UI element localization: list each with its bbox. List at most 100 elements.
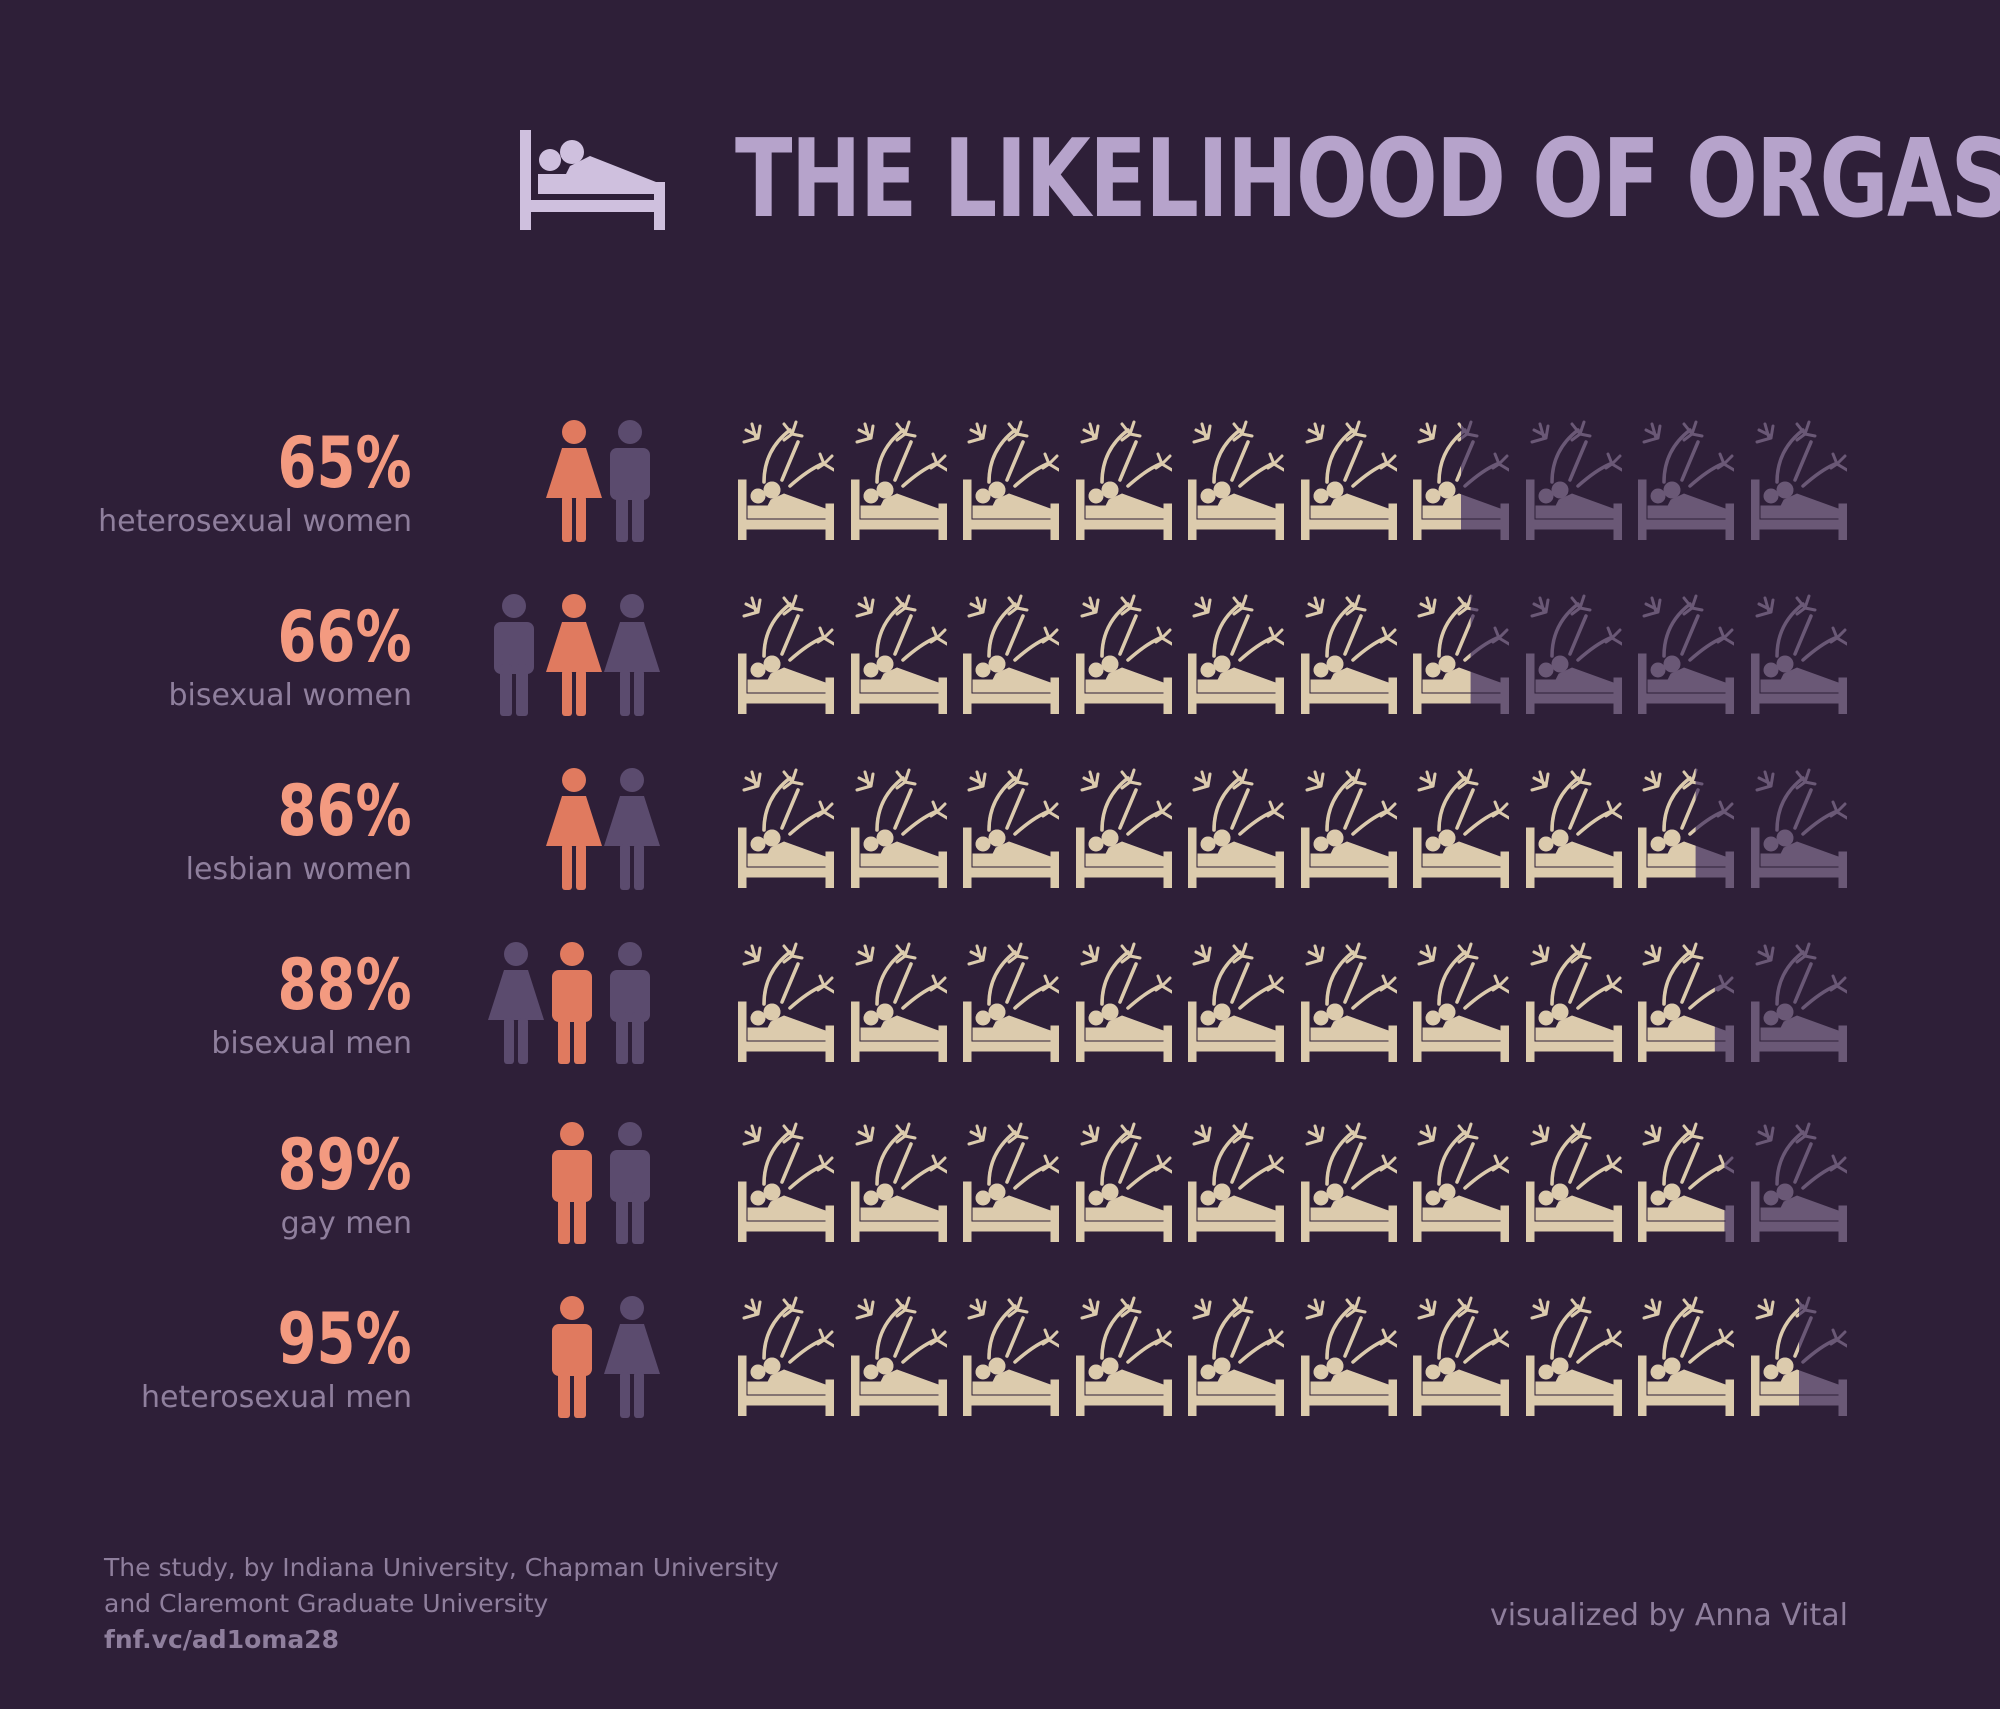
bed-icon <box>738 1122 834 1242</box>
bed-icon <box>1750 768 1847 888</box>
bed-icon <box>1188 1122 1284 1242</box>
bed-icon <box>1075 1296 1172 1416</box>
row-label: 65% heterosexual women <box>98 428 412 539</box>
bed-icon <box>1638 1122 1734 1242</box>
bed-icon <box>738 594 834 714</box>
group-label: heterosexual women <box>98 504 412 539</box>
bed-icon <box>1750 1122 1847 1242</box>
bed-icon <box>1300 594 1397 714</box>
group-label: gay men <box>280 1206 412 1241</box>
bed-icon <box>738 768 834 888</box>
group-label: lesbian women <box>185 852 412 887</box>
bed-icon <box>1188 942 1284 1062</box>
title-block: THE LIKELIHOOD OF ORGASM <box>520 110 2000 250</box>
bed-icon <box>738 420 834 540</box>
source-line-2: and Claremont Graduate University <box>104 1589 549 1618</box>
man-icon <box>552 942 592 1064</box>
bed-icon <box>850 768 947 888</box>
bed-icon <box>1525 420 1622 540</box>
bed-icon <box>1638 768 1734 888</box>
bed-icon <box>1638 1296 1734 1416</box>
bed-icon <box>1075 942 1172 1062</box>
bed-icon <box>963 594 1059 714</box>
bed-icon <box>1413 942 1509 1062</box>
bed-icon <box>1750 594 1847 714</box>
percent-label: 88% <box>277 944 412 1026</box>
bed-icon <box>1188 1296 1284 1416</box>
man-icon <box>610 1122 650 1244</box>
bed-icon <box>850 942 947 1062</box>
bed-icon <box>1075 1122 1172 1242</box>
bed-icon <box>850 594 947 714</box>
woman-icon <box>604 594 660 716</box>
bed-icon <box>1300 1122 1397 1242</box>
source-line-1: The study, by Indiana University, Chapma… <box>104 1553 779 1582</box>
group-label: bisexual women <box>168 678 412 713</box>
bed-icon <box>1300 420 1397 540</box>
credit: visualized by Anna Vital <box>1489 1598 1848 1633</box>
man-icon <box>552 1122 592 1244</box>
bed-icon <box>1413 594 1509 714</box>
bed-icon <box>1413 1122 1509 1242</box>
bed-icon <box>1638 420 1734 540</box>
percent-label: 86% <box>277 770 412 852</box>
man-icon <box>610 420 650 542</box>
bed-icon <box>850 1122 947 1242</box>
page-title: THE LIKELIHOOD OF ORGASM <box>735 117 2000 242</box>
bed-icon <box>1300 942 1397 1062</box>
woman-icon <box>604 1296 660 1418</box>
bed-icon <box>738 1296 834 1416</box>
bed-icon <box>1413 768 1509 888</box>
man-icon <box>494 594 534 716</box>
row-label: 95% heterosexual men <box>141 1304 412 1415</box>
bed-icon <box>1750 942 1847 1062</box>
woman-icon <box>546 420 602 542</box>
woman-icon <box>488 942 544 1064</box>
bed-icon <box>738 942 834 1062</box>
source-note: The study, by Indiana University, Chapma… <box>104 1550 779 1658</box>
bed-icon <box>1750 1296 1847 1416</box>
bed-icon <box>1525 1296 1622 1416</box>
bed-icon <box>1075 768 1172 888</box>
percent-label: 95% <box>277 1298 412 1380</box>
woman-icon <box>546 594 602 716</box>
group-label: heterosexual men <box>141 1380 412 1415</box>
bed-icon <box>963 768 1059 888</box>
row-label: 89% gay men <box>244 1130 412 1241</box>
percent-label: 66% <box>277 596 412 678</box>
bed-icon <box>520 130 665 230</box>
bed-icon <box>1075 594 1172 714</box>
bed-icon <box>963 1296 1059 1416</box>
bed-icon <box>1525 942 1622 1062</box>
bed-icon <box>1750 420 1847 540</box>
bed-icon <box>1413 1296 1509 1416</box>
bed-icon <box>1525 768 1622 888</box>
man-icon <box>552 1296 592 1418</box>
row-label: 88% bisexual men <box>211 950 412 1061</box>
bed-icon <box>1075 420 1172 540</box>
bed-icon <box>1188 594 1284 714</box>
percent-label: 89% <box>277 1124 412 1206</box>
bed-icon <box>1188 768 1284 888</box>
man-icon <box>610 942 650 1064</box>
group-label: bisexual men <box>211 1026 412 1061</box>
bed-icon <box>1300 1296 1397 1416</box>
percent-label: 65% <box>277 422 412 504</box>
woman-icon <box>546 768 602 890</box>
source-link[interactable]: fnf.vc/ad1oma28 <box>104 1625 339 1654</box>
bed-icon <box>963 942 1059 1062</box>
bed-icon <box>1413 420 1509 540</box>
bed-icon <box>1188 420 1284 540</box>
bed-icon <box>963 420 1059 540</box>
bed-icon <box>1638 942 1734 1062</box>
woman-icon <box>604 768 660 890</box>
bed-icon <box>1525 594 1622 714</box>
bed-icon <box>850 420 947 540</box>
bed-icon <box>1300 768 1397 888</box>
bed-icon <box>1525 1122 1622 1242</box>
bed-icon <box>1638 594 1734 714</box>
bed-icon <box>963 1122 1059 1242</box>
bed-icon <box>850 1296 947 1416</box>
row-label: 66% bisexual women <box>168 602 412 713</box>
row-label: 86% lesbian women <box>186 776 412 887</box>
